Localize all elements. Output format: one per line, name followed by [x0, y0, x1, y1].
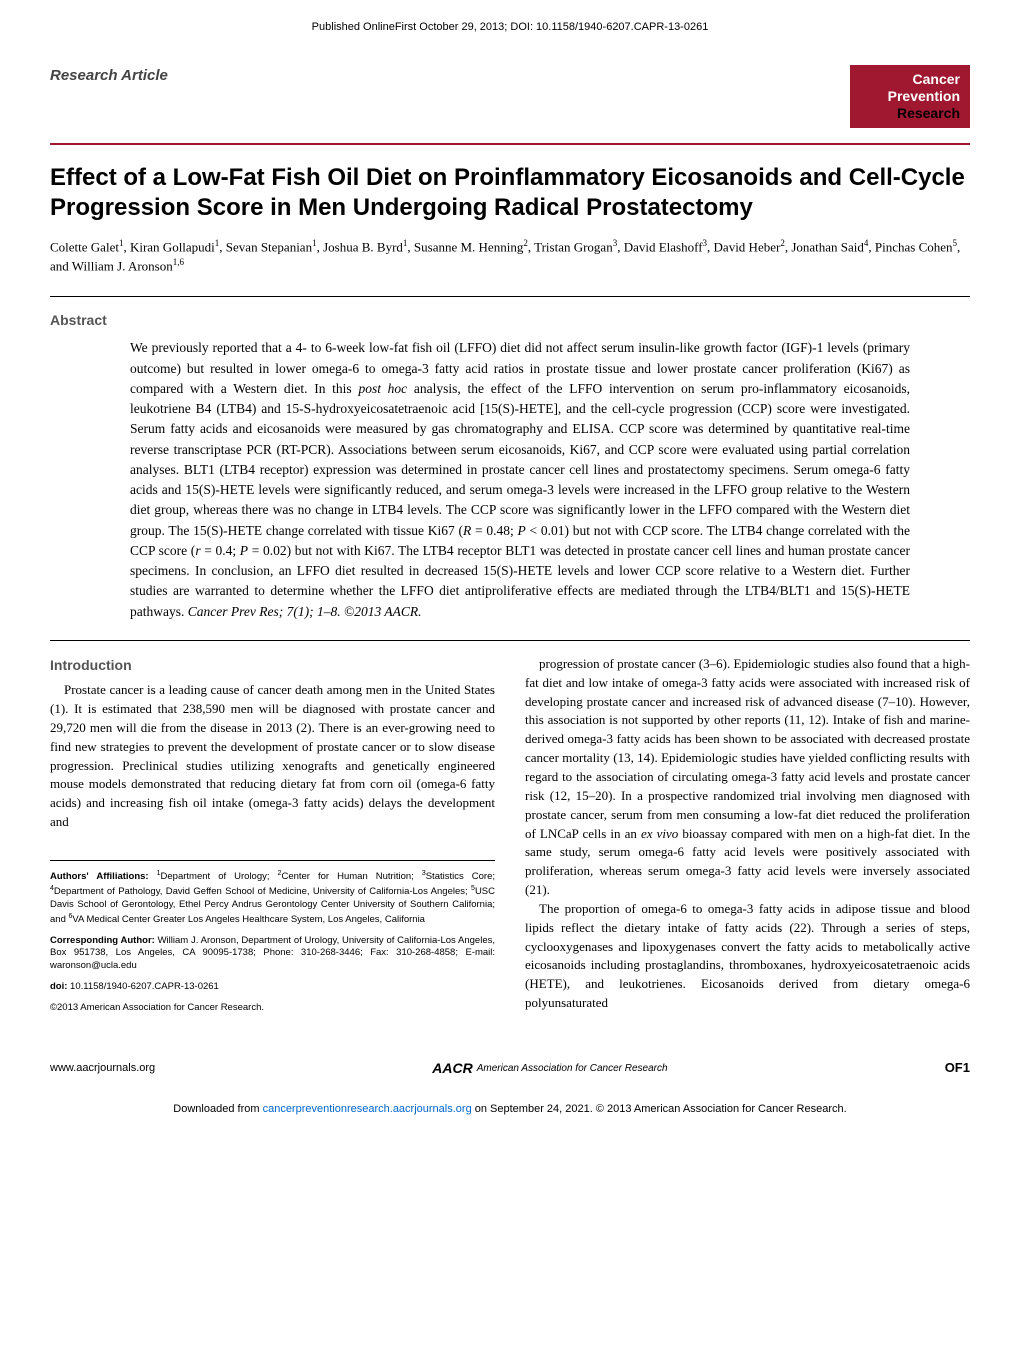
- article-type-label: Research Article: [50, 65, 168, 86]
- introduction-heading: Introduction: [50, 655, 495, 675]
- two-column-body: Introduction Prostate cancer is a leadin…: [50, 655, 970, 1023]
- title-rule: [50, 143, 970, 145]
- intro-para-right-1: progression of prostate cancer (3–6). Ep…: [525, 655, 970, 900]
- rule-above-abstract: [50, 296, 970, 297]
- footer-url: www.aacrjournals.org: [50, 1061, 155, 1076]
- affiliations-block: Authors' Affiliations: 1Department of Ur…: [50, 860, 495, 1015]
- author-list: Colette Galet1, Kiran Gollapudi1, Sevan …: [50, 237, 970, 276]
- article-title: Effect of a Low-Fat Fish Oil Diet on Pro…: [50, 163, 970, 223]
- intro-para-left: Prostate cancer is a leading cause of ca…: [50, 681, 495, 832]
- affil-rule: [50, 860, 495, 861]
- copyright-line: ©2013 American Association for Cancer Re…: [50, 1002, 495, 1015]
- page-number: OF1: [945, 1059, 970, 1077]
- badge-line-research: Research: [860, 105, 960, 122]
- authors-affiliations: Authors' Affiliations: 1Department of Ur…: [50, 869, 495, 927]
- left-column: Introduction Prostate cancer is a leadin…: [50, 655, 495, 1023]
- abstract-heading: Abstract: [50, 311, 970, 331]
- badge-line-prevention: Prevention: [860, 88, 960, 105]
- published-header: Published OnlineFirst October 29, 2013; …: [50, 20, 970, 35]
- page-footer: www.aacrjournals.org AACR American Assoc…: [50, 1059, 970, 1079]
- footer-logo: AACR American Association for Cancer Res…: [432, 1059, 667, 1079]
- intro-para-right-2: The proportion of omega-6 to omega-3 fat…: [525, 900, 970, 1013]
- download-footer: Downloaded from cancerpreventionresearch…: [50, 1102, 970, 1117]
- doi-line: doi: 10.1158/1940-6207.CAPR-13-0261: [50, 981, 495, 994]
- journal-badge: Cancer Prevention Research: [850, 65, 970, 127]
- rule-below-abstract: [50, 640, 970, 641]
- badge-line-cancer: Cancer: [860, 71, 960, 88]
- top-row: Research Article Cancer Prevention Resea…: [50, 65, 970, 127]
- abstract-body: We previously reported that a 4- to 6-we…: [50, 338, 970, 622]
- aacr-mark: AACR: [432, 1059, 472, 1079]
- aacr-logo-text: American Association for Cancer Research: [477, 1062, 668, 1076]
- corresponding-author: Corresponding Author: William J. Aronson…: [50, 935, 495, 973]
- right-column: progression of prostate cancer (3–6). Ep…: [525, 655, 970, 1023]
